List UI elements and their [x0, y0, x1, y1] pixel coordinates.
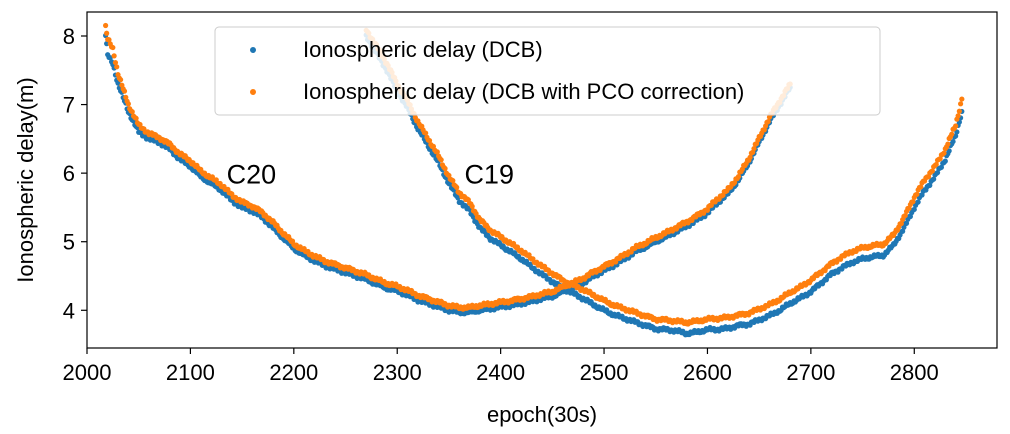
y-axis-label: Ionospheric delay(m)	[13, 77, 38, 282]
data-point	[107, 55, 113, 61]
data-point	[942, 158, 948, 164]
data-point	[950, 138, 956, 145]
data-point	[956, 108, 962, 114]
x-tick-label: 2200	[269, 360, 318, 385]
legend-box	[214, 26, 881, 116]
data-point	[938, 164, 945, 170]
data-point	[747, 154, 753, 160]
data-point	[927, 182, 933, 188]
data-point	[915, 199, 921, 205]
data-point	[953, 133, 959, 139]
x-tick-label: 2400	[476, 360, 525, 385]
data-point	[900, 228, 906, 234]
annotation-c19: C19	[464, 159, 514, 189]
data-point	[914, 191, 920, 197]
series-1-curve-1	[363, 27, 965, 327]
data-point	[954, 129, 960, 135]
y-tick-label: 6	[63, 161, 75, 186]
data-point	[114, 64, 120, 70]
legend-label-dcb: Ionospheric delay (DCB)	[303, 37, 543, 62]
annotation-c20: C20	[227, 159, 277, 189]
data-point	[941, 150, 947, 156]
x-tick-label: 2000	[63, 360, 112, 385]
x-tick-label: 2100	[166, 360, 215, 385]
data-point	[929, 168, 935, 174]
data-point	[454, 184, 460, 190]
data-point	[106, 37, 112, 43]
x-tick-label: 2300	[373, 360, 422, 385]
data-point	[751, 145, 757, 152]
data-point	[112, 59, 119, 66]
legend-marker-dcb	[250, 47, 256, 53]
data-point	[735, 173, 742, 180]
data-point	[118, 77, 124, 83]
data-point	[902, 212, 908, 219]
plot-area	[103, 22, 965, 338]
data-point	[946, 148, 952, 154]
data-point	[903, 220, 910, 226]
data-point	[910, 199, 916, 205]
data-point	[931, 176, 937, 182]
x-tick-label: 2600	[683, 360, 732, 385]
data-point	[934, 170, 941, 176]
series-0-curve-1	[363, 32, 965, 338]
data-point	[765, 118, 771, 125]
data-point	[933, 161, 939, 168]
y-tick-label: 4	[63, 298, 75, 323]
data-point	[125, 101, 131, 107]
x-tick-label: 2500	[580, 360, 629, 385]
data-point	[111, 53, 117, 59]
data-point	[434, 149, 440, 155]
annotations: C20 C19	[227, 159, 514, 189]
data-point	[949, 131, 955, 137]
x-tick-label: 2700	[786, 360, 835, 385]
data-point	[450, 177, 456, 184]
data-point	[426, 137, 433, 144]
data-point	[121, 88, 128, 94]
data-point	[110, 44, 116, 51]
legend-label-dcb-pco: Ionospheric delay (DCB with PCO correcti…	[303, 79, 744, 104]
legend-marker-dcb-pco	[250, 89, 256, 95]
data-point	[129, 109, 135, 115]
data-point	[442, 165, 448, 172]
data-point	[470, 214, 477, 220]
legend: Ionospheric delay (DCB) Ionospheric dela…	[214, 26, 881, 116]
data-point	[469, 203, 475, 209]
data-point	[133, 115, 139, 121]
data-point	[953, 123, 959, 129]
data-point	[958, 101, 964, 107]
data-point	[911, 206, 917, 213]
data-point	[438, 157, 444, 163]
data-point	[103, 22, 109, 29]
data-point	[945, 141, 951, 147]
data-point	[423, 130, 429, 136]
y-tick-label: 7	[63, 93, 75, 118]
y-axis: 4 5 6 7 8	[63, 24, 87, 323]
data-point	[898, 220, 904, 227]
data-point	[123, 94, 129, 100]
data-point	[955, 113, 961, 119]
plot-frame	[86, 11, 998, 349]
data-point	[104, 30, 110, 36]
x-axis: 2000 2100 2200 2300 2400 2500 2600 2700 2800	[63, 348, 939, 385]
y-tick-label: 5	[63, 230, 75, 255]
y-tick-label: 8	[63, 24, 75, 49]
x-tick-label: 2800	[890, 360, 939, 385]
x-axis-label: epoch(30s)	[487, 402, 597, 427]
data-point	[918, 184, 924, 190]
data-point	[959, 96, 965, 102]
